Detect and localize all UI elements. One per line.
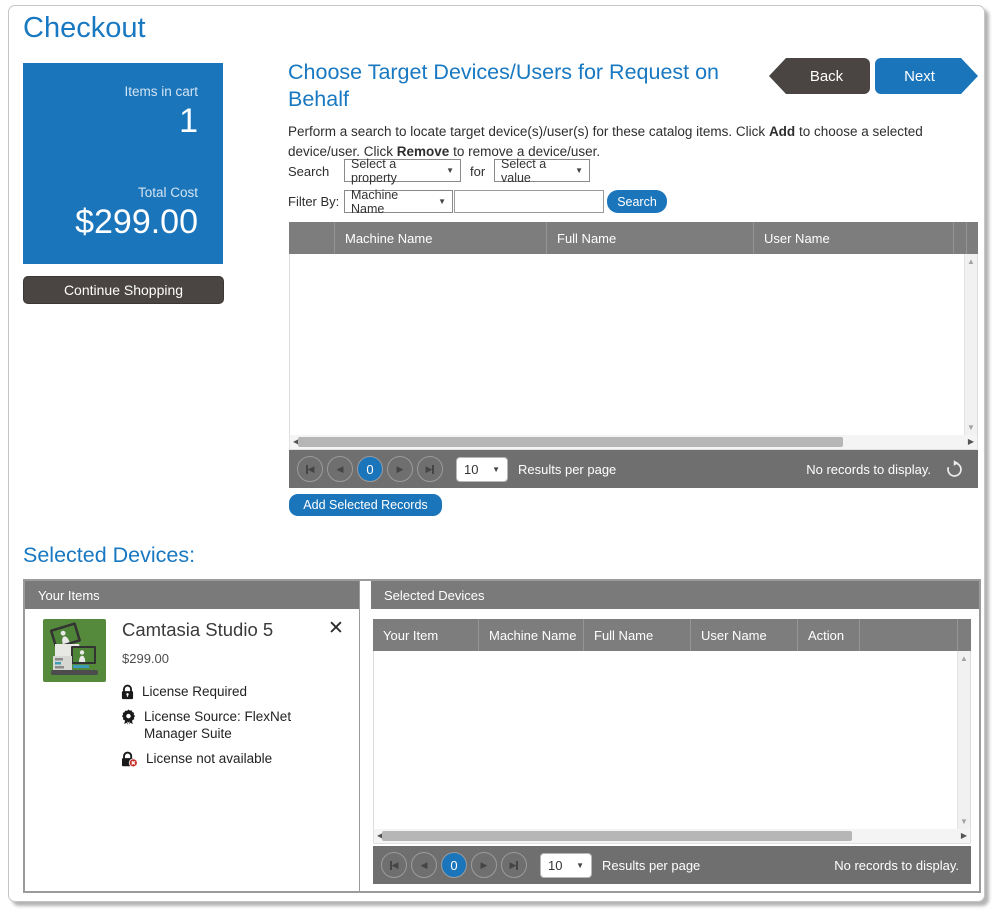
lock-icon — [121, 684, 134, 700]
select-column-header — [289, 222, 334, 254]
chevron-down-icon: ▼ — [446, 166, 454, 175]
scroll-up-icon[interactable]: ▲ — [960, 654, 968, 663]
pager-status-text: No records to display. — [834, 857, 959, 873]
column-header[interactable]: Machine Name — [334, 222, 546, 254]
table-header-row: Machine Name Full Name User Name — [289, 222, 978, 254]
your-items-panel: Your Items — [25, 581, 360, 891]
last-page-button[interactable]: ▶ — [417, 456, 443, 482]
section-heading: Choose Target Devices/Users for Request … — [288, 60, 720, 111]
continue-shopping-button[interactable]: Continue Shopping — [23, 276, 224, 304]
scroll-up-icon[interactable]: ▲ — [967, 257, 975, 266]
scroll-down-icon[interactable]: ▼ — [967, 423, 975, 432]
search-results-table: Machine Name Full Name User Name ▲ ▼ ◀ ▶… — [289, 222, 978, 488]
column-header[interactable]: Full Name — [546, 222, 753, 254]
search-label: Search — [288, 164, 330, 179]
add-selected-records-button[interactable]: Add Selected Records — [289, 494, 442, 516]
horizontal-scrollbar[interactable]: ◀ ▶ — [289, 435, 978, 450]
filter-by-label: Filter By: — [288, 194, 340, 209]
property-dropdown[interactable]: Select a property ▼ — [344, 157, 461, 185]
scrollbar-thumb[interactable] — [382, 831, 852, 841]
column-header[interactable]: Machine Name — [478, 619, 583, 651]
first-page-button[interactable]: ◀ — [381, 852, 407, 878]
first-page-button[interactable]: ◀ — [297, 456, 323, 482]
total-cost-value: $299.00 — [75, 203, 198, 241]
spacer-column-header — [953, 222, 966, 254]
search-button[interactable]: Search — [607, 190, 667, 213]
selected-devices-header: Selected Devices — [371, 581, 979, 609]
chevron-down-icon: ▼ — [575, 166, 583, 175]
scroll-left-icon[interactable]: ◀ — [293, 437, 300, 446]
scroll-right-icon[interactable]: ▶ — [960, 831, 967, 840]
license-required-badge: License Required — [121, 684, 300, 701]
badge-label: License not available — [146, 751, 273, 766]
table-body-empty: ▲ ▼ — [289, 254, 978, 435]
chevron-down-icon: ▼ — [438, 197, 446, 206]
camtasia-product-icon — [43, 619, 106, 682]
chevron-down-icon: ▼ — [492, 464, 500, 474]
for-label: for — [470, 164, 486, 179]
license-not-available-badge: License not available — [121, 751, 304, 768]
scrollbar-column-header — [957, 619, 971, 651]
current-page-button[interactable]: 0 — [357, 456, 383, 482]
page-size-dropdown[interactable]: 10 ▼ — [540, 852, 592, 878]
next-button[interactable]: Next — [875, 58, 978, 94]
award-icon — [121, 709, 136, 725]
horizontal-scrollbar[interactable]: ◀ ▶ — [373, 829, 971, 844]
filter-value-input[interactable] — [454, 190, 604, 213]
results-pager: ◀ ◀ 0 ▶ ▶ 10 ▼ Results per page No recor… — [289, 450, 978, 488]
table-header-row: Your Item Machine Name Full Name User Na… — [373, 619, 971, 651]
scroll-down-icon[interactable]: ▼ — [960, 817, 968, 826]
filter-field-dropdown[interactable]: Machine Name ▼ — [344, 188, 453, 216]
pager-status-text: No records to display. — [806, 461, 931, 477]
scrollbar-column-header — [966, 222, 978, 254]
spacer-column-header — [859, 619, 957, 651]
column-header[interactable]: Action — [797, 619, 859, 651]
close-icon[interactable]: ✕ — [328, 618, 344, 639]
column-header[interactable]: Full Name — [583, 619, 690, 651]
your-items-header: Your Items — [25, 581, 359, 609]
back-button[interactable]: Back — [769, 58, 870, 94]
total-cost-label: Total Cost — [137, 185, 198, 200]
selected-devices-panel: Your Items — [23, 579, 981, 893]
cart-summary-card: Items in cart 1 Total Cost $299.00 — [23, 63, 223, 264]
current-page-button[interactable]: 0 — [441, 852, 467, 878]
scroll-right-icon[interactable]: ▶ — [967, 437, 974, 446]
chevron-down-icon: ▼ — [576, 860, 584, 870]
previous-page-button[interactable]: ◀ — [411, 852, 437, 878]
last-page-button[interactable]: ▶ — [501, 852, 527, 878]
table-body-empty: ▲ ▼ — [373, 651, 971, 829]
item-name: Camtasia Studio 5 — [122, 619, 274, 640]
license-source-badge: License Source: FlexNet Manager Suite — [121, 709, 302, 742]
page-container: Checkout Items in cart 1 Total Cost $299… — [8, 5, 985, 902]
selected-devices-table: Your Item Machine Name Full Name User Na… — [373, 619, 971, 884]
next-page-button[interactable]: ▶ — [387, 456, 413, 482]
scrollbar-thumb[interactable] — [298, 437, 843, 447]
vertical-scrollbar[interactable]: ▲ ▼ — [964, 254, 977, 435]
next-page-button[interactable]: ▶ — [471, 852, 497, 878]
page-size-dropdown[interactable]: 10 ▼ — [456, 456, 508, 482]
results-per-page-label: Results per page — [518, 461, 617, 477]
items-in-cart-count: 1 — [179, 102, 198, 140]
items-in-cart-label: Items in cart — [124, 84, 198, 99]
previous-page-button[interactable]: ◀ — [327, 456, 353, 482]
page-title: Checkout — [23, 12, 146, 44]
lock-error-icon — [121, 751, 138, 767]
scroll-left-icon[interactable]: ◀ — [377, 831, 384, 840]
instructions-text: Perform a search to locate target device… — [288, 124, 923, 159]
selected-pager: ◀ ◀ 0 ▶ ▶ 10 ▼ Results per page No recor… — [373, 846, 971, 884]
badge-label: License Source: FlexNet Manager Suite — [144, 709, 292, 741]
column-header[interactable]: User Name — [753, 222, 953, 254]
value-dropdown[interactable]: Select a value ▼ — [494, 157, 590, 185]
refresh-icon[interactable] — [945, 459, 964, 479]
item-price: $299.00 — [122, 651, 169, 666]
selected-devices-heading: Selected Devices: — [23, 543, 196, 567]
vertical-scrollbar[interactable]: ▲ ▼ — [957, 651, 970, 829]
badge-label: License Required — [142, 684, 248, 699]
column-header[interactable]: Your Item — [383, 627, 439, 643]
results-per-page-label: Results per page — [602, 857, 701, 873]
column-header[interactable]: User Name — [690, 619, 797, 651]
